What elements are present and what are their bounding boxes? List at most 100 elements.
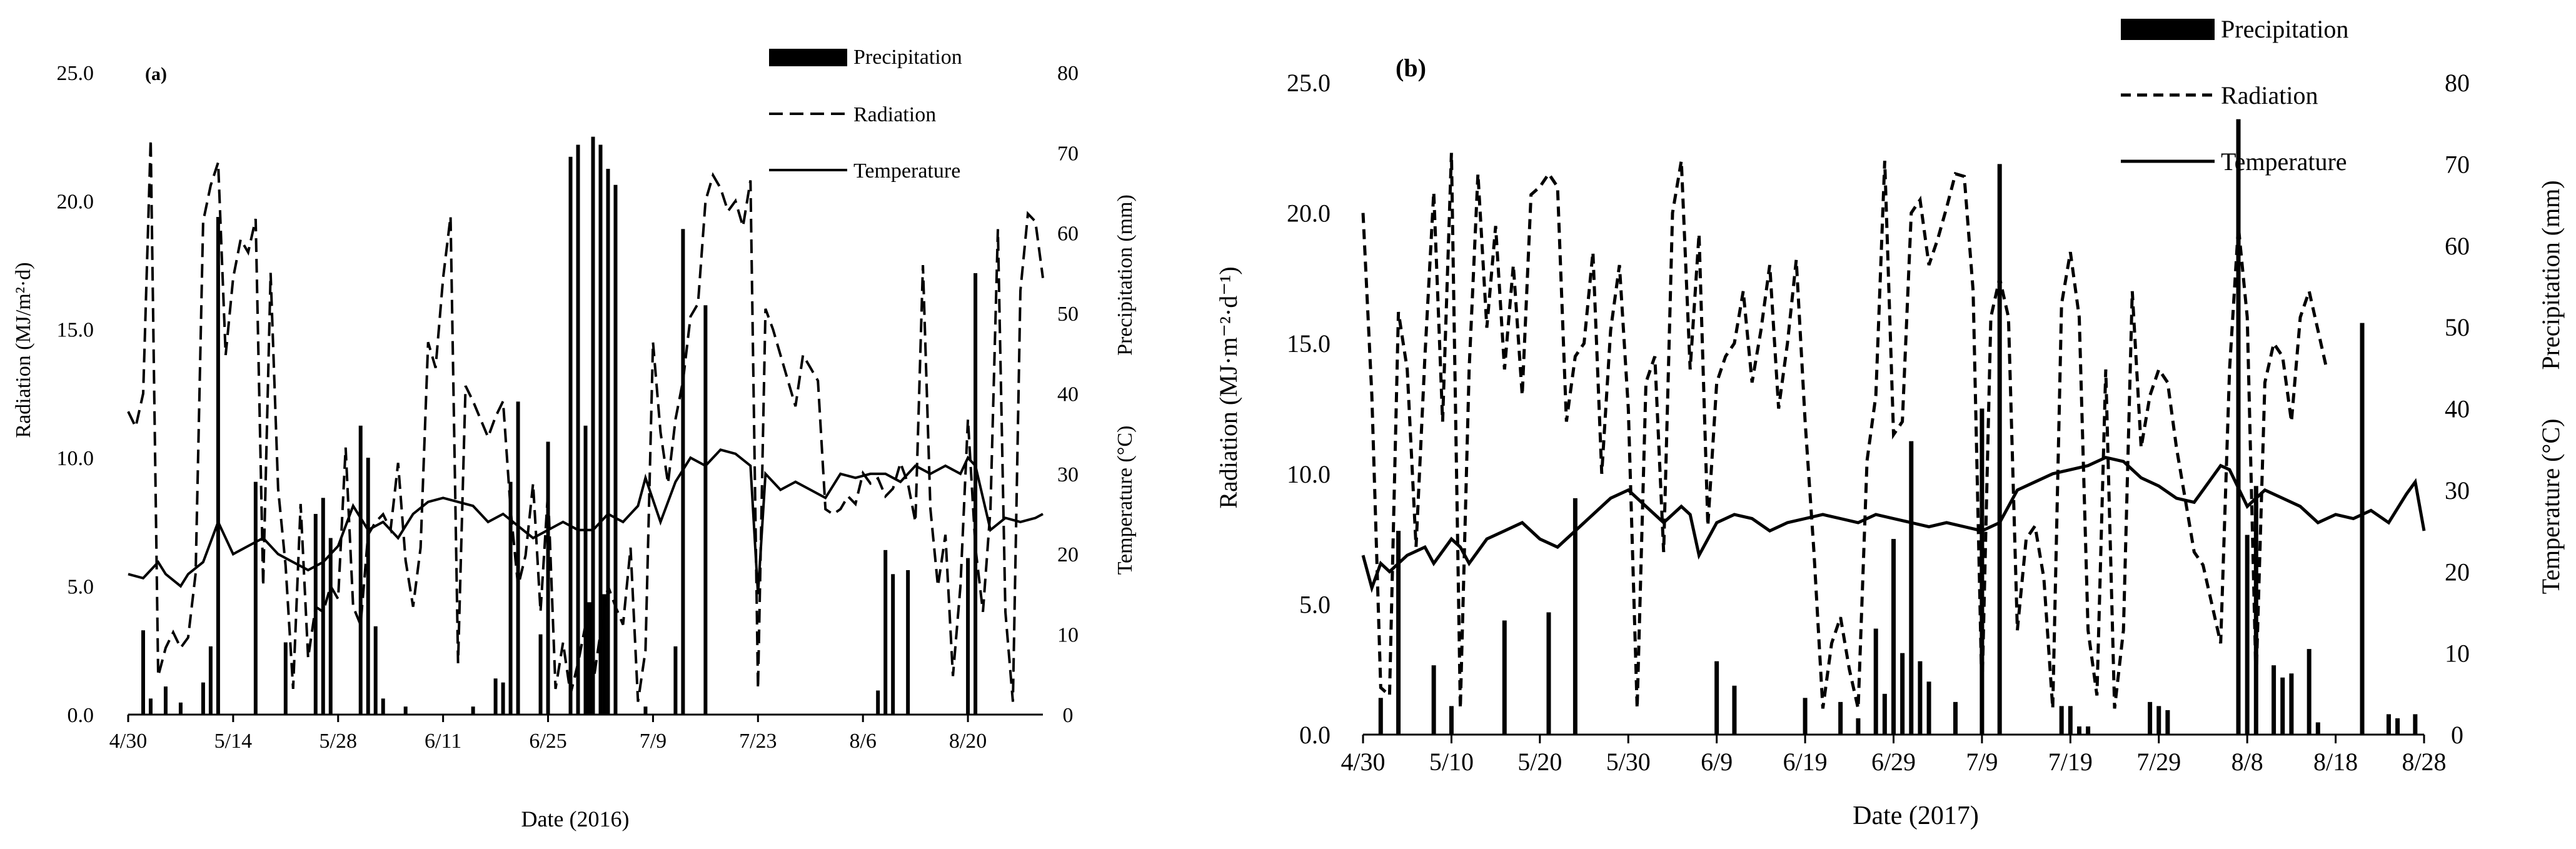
precip-bar-a	[598, 144, 603, 715]
precip-bar-b	[2413, 714, 2418, 735]
precip-bar-b	[2086, 726, 2091, 735]
precip-bar-b	[1856, 718, 1861, 735]
y-tick-label-right-a: 80	[1057, 62, 1079, 85]
precip-bar-a	[568, 156, 573, 715]
precip-bar-a	[366, 458, 370, 715]
y-axis-title-radiation-a: Radiation (MJ/m²·d)	[12, 262, 35, 438]
precip-bar-a	[216, 217, 220, 715]
precip-bar-b	[1572, 498, 1577, 735]
precip-bar-a	[583, 425, 588, 715]
precip-bar-a	[141, 630, 145, 715]
temperature-series-a	[128, 448, 1044, 595]
precip-bar-b	[1732, 685, 1737, 735]
legend-radiation-a: Radiation	[853, 103, 936, 126]
precip-bar-a	[673, 646, 678, 715]
x-tick-label-b: 7/19	[2048, 748, 2093, 776]
precip-bar-a	[643, 706, 648, 715]
precip-bar-a	[321, 498, 325, 715]
y-axis-title-temperature-a: Temperature (°C)	[1114, 426, 1137, 575]
precip-bar-b	[1953, 701, 1958, 735]
precip-bar-b	[2386, 714, 2391, 735]
precip-bar-a	[163, 686, 168, 715]
precip-bar-b	[1838, 701, 1843, 735]
precip-bar-a	[591, 136, 595, 715]
panel-label-a: (a)	[145, 64, 167, 84]
precip-bar-b	[2156, 706, 2161, 735]
y-tick-label-right-b: 10	[2445, 640, 2470, 668]
y-tick-label-right-a: 40	[1057, 383, 1079, 406]
precip-bar-b	[2289, 673, 2294, 735]
precip-bar-b	[1546, 612, 1551, 735]
x-tick-label-b: 6/19	[1783, 748, 1828, 776]
precip-bar-a	[178, 702, 183, 715]
precip-bar-a	[613, 184, 618, 715]
precip-bar-b	[2076, 726, 2081, 735]
x-tick-label-a: 6/25	[529, 730, 566, 753]
precip-bar-a	[501, 682, 505, 715]
x-tick-label-b: 7/9	[1966, 748, 1998, 776]
x-axis-title-a: Date (2016)	[521, 806, 630, 831]
precip-bar-a	[471, 706, 475, 715]
precip-bar-b	[1714, 661, 1719, 735]
x-tick-label-b: 8/28	[2402, 748, 2446, 776]
x-tick-label-a: 5/28	[319, 730, 357, 753]
y-tick-label-right-b: 30	[2445, 476, 2470, 505]
y-tick-label-right-a: 10	[1057, 624, 1079, 647]
x-tick-label-b: 8/8	[2231, 748, 2263, 776]
precip-bar-b	[1997, 164, 2002, 735]
precip-bar-a	[208, 646, 213, 715]
x-tick-label-b: 8/18	[2313, 748, 2358, 776]
precip-bar-b	[2280, 677, 2285, 735]
precip-bar-a	[381, 698, 385, 715]
legend-precipitation-b: Precipitation	[2221, 15, 2348, 43]
precip-bar-b	[2068, 706, 2073, 735]
precip-bar-b	[2360, 323, 2365, 735]
precip-bar-a	[602, 594, 606, 715]
y-tick-label-left-a: 20.0	[57, 190, 94, 213]
y-tick-label-left-a: 15.0	[57, 319, 94, 342]
y-axis-title-precipitation-b: Precipitation (mm)	[2537, 180, 2565, 369]
precip-bar-b	[2165, 710, 2170, 735]
y-tick-label-right-b: 60	[2445, 232, 2470, 260]
x-tick-label-a: 8/20	[949, 730, 987, 753]
x-tick-label-b: 7/29	[2136, 748, 2181, 776]
x-tick-label-a: 8/6	[849, 730, 876, 753]
precip-bar-b	[2272, 665, 2277, 735]
panel-a: 0.0 5.0 10.0 15.0 20.0 25.0 0 10 20 30 40 50 60 70 80…	[12, 46, 1137, 831]
precip-bar-b	[2315, 722, 2320, 735]
precip-bar-a	[283, 642, 288, 715]
x-tick-label-b: 5/30	[1606, 748, 1651, 776]
precip-bar-a	[538, 634, 543, 715]
x-tick-label-a: 4/30	[109, 730, 147, 753]
precip-bar-b	[1891, 539, 1896, 735]
legend-temperature-b: Temperature	[2221, 148, 2347, 176]
precip-bar-a	[148, 698, 153, 715]
x-tick-label-b: 5/10	[1429, 748, 1474, 776]
precip-bar-a	[876, 690, 880, 715]
y-tick-label-left-a: 10.0	[57, 447, 94, 470]
precip-bar-a	[606, 169, 610, 715]
legend-precipitation-a: Precipitation	[853, 46, 962, 69]
y-tick-label-right-a: 60	[1057, 223, 1079, 246]
precip-bar-b	[1918, 661, 1923, 735]
legend-precip-swatch-b	[2121, 19, 2215, 40]
y-tick-label-left-b: 25.0	[1287, 69, 1331, 97]
precip-bar-b	[1449, 706, 1454, 735]
precip-bar-b	[2245, 535, 2250, 735]
y-axis-title-radiation-b: Radiation (MJ·m⁻²·d⁻¹)	[1214, 266, 1242, 508]
precip-bar-a	[883, 550, 888, 715]
y-tick-label-right-b: 0	[2451, 721, 2463, 749]
y-tick-label-right-a: 50	[1057, 303, 1079, 326]
x-tick-label-a: 7/23	[739, 730, 777, 753]
x-tick-label-b: 4/30	[1341, 748, 1385, 776]
precip-bar-a	[493, 678, 498, 715]
precip-bar-a	[358, 425, 363, 715]
y-tick-label-right-a: 20	[1057, 543, 1079, 566]
precip-bar-a	[313, 514, 318, 715]
precip-bar-a	[906, 570, 910, 715]
precip-bar-a	[891, 574, 895, 715]
precip-bar-a	[201, 682, 205, 715]
precip-bar-a	[546, 441, 550, 715]
y-tick-label-right-a: 70	[1057, 142, 1079, 165]
precip-bar-b	[1980, 408, 1985, 735]
